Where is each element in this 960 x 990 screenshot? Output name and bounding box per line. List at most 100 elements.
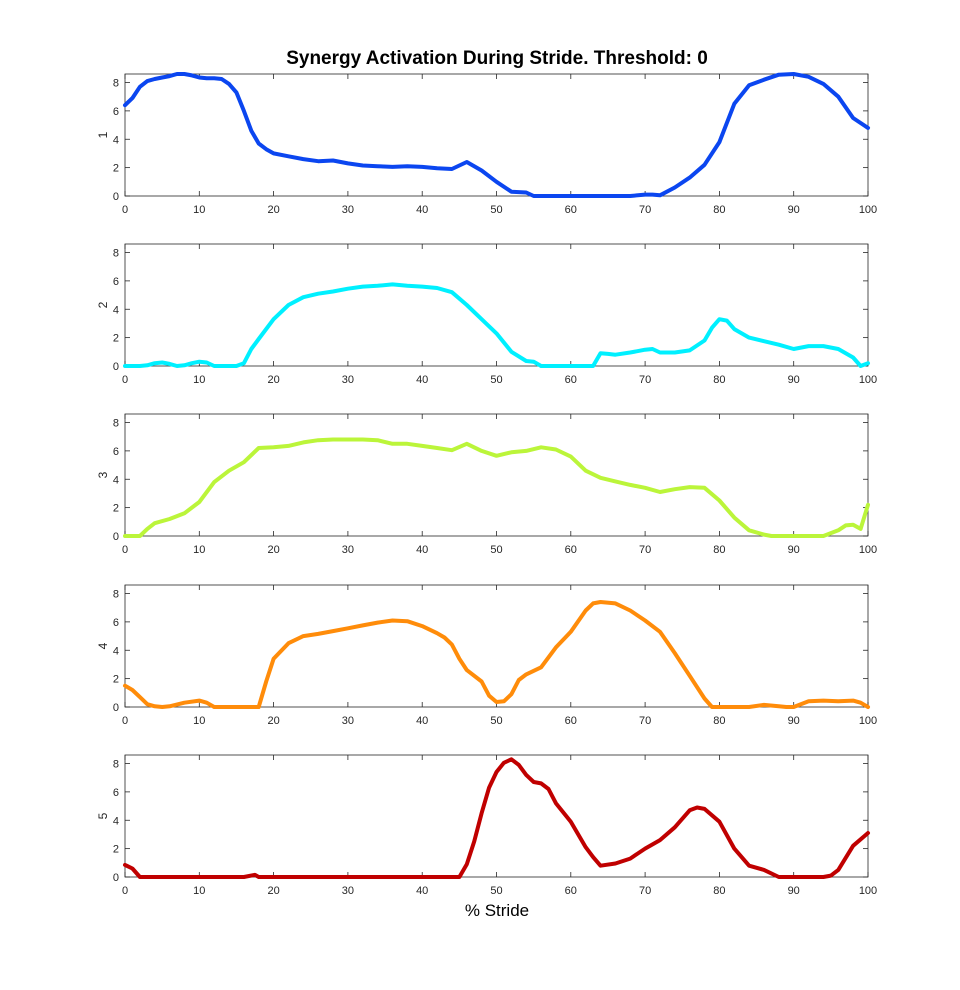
- y-tick-label: 6: [113, 446, 119, 458]
- y-tick-label: 2: [113, 674, 119, 686]
- y-tick-label: 2: [113, 333, 119, 345]
- y-axis-label: 2: [96, 301, 110, 308]
- x-tick-label: 100: [859, 374, 877, 386]
- x-tick-label: 60: [565, 885, 577, 897]
- y-tick-label: 2: [113, 163, 119, 175]
- subplot-3: 0 10 20 30 40 50 60 70 80 90 100 0 2 4 6 8 3: [96, 413, 877, 556]
- x-tick-label: 30: [342, 715, 354, 727]
- x-tick-label: 70: [639, 204, 651, 216]
- axes-box: [124, 413, 869, 537]
- x-tick-label: 50: [490, 374, 502, 386]
- x-tick-label: 80: [713, 374, 725, 386]
- x-tick-label: 90: [788, 374, 800, 386]
- y-tick-label: 8: [113, 418, 119, 430]
- x-tick-label: 50: [490, 715, 502, 727]
- series-line-3: [123, 437, 870, 538]
- x-tick-label: 10: [193, 715, 205, 727]
- x-tick-label: 20: [267, 885, 279, 897]
- y-axis-label: 1: [96, 131, 110, 138]
- x-tick-label: 20: [267, 204, 279, 216]
- x-tick-label: 10: [193, 544, 205, 556]
- y-tick-label: 0: [113, 702, 119, 714]
- x-tick-label: 30: [342, 544, 354, 556]
- x-tick-label: 80: [713, 715, 725, 727]
- y-tick-label: 4: [113, 474, 119, 486]
- x-tick-label: 40: [416, 885, 428, 897]
- x-tick-label: 20: [267, 715, 279, 727]
- y-tick-label: 0: [113, 361, 119, 373]
- x-tick-label: 30: [342, 204, 354, 216]
- y-tick-label: 8: [113, 78, 119, 90]
- x-tick-label: 100: [859, 885, 877, 897]
- y-tick-label: 0: [113, 531, 119, 543]
- x-tick-label: 90: [788, 544, 800, 556]
- x-tick-label: 10: [193, 885, 205, 897]
- y-tick-label: 4: [113, 645, 119, 657]
- x-tick-label: 0: [122, 885, 128, 897]
- x-tick-label: 100: [859, 204, 877, 216]
- x-tick-label: 50: [490, 204, 502, 216]
- x-tick-label: 60: [565, 544, 577, 556]
- y-tick-label: 8: [113, 248, 119, 260]
- x-tick-label: 40: [416, 544, 428, 556]
- x-tick-label: 90: [788, 204, 800, 216]
- y-tick-label: 0: [113, 191, 119, 203]
- x-tick-label: 0: [122, 715, 128, 727]
- x-tick-label: 30: [342, 374, 354, 386]
- x-tick-label: 40: [416, 715, 428, 727]
- x-tick-label: 70: [639, 885, 651, 897]
- x-tick-label: 10: [193, 374, 205, 386]
- x-tick-label: 30: [342, 885, 354, 897]
- x-tick-label: 20: [267, 374, 279, 386]
- y-tick-label: 4: [113, 815, 119, 827]
- y-axis-label: 4: [96, 642, 110, 649]
- x-tick-label: 90: [788, 715, 800, 727]
- axes-box: [124, 584, 869, 708]
- y-tick-label: 6: [113, 106, 119, 118]
- y-axis-label: 5: [96, 812, 110, 819]
- x-tick-label: 60: [565, 374, 577, 386]
- x-tick-label: 60: [565, 204, 577, 216]
- series-line-4: [123, 600, 870, 709]
- y-tick-label: 2: [113, 503, 119, 515]
- x-tick-label: 100: [859, 715, 877, 727]
- x-tick-label: 60: [565, 715, 577, 727]
- series-line-1: [123, 72, 870, 198]
- x-tick-label: 50: [490, 885, 502, 897]
- x-axis-label: % Stride: [465, 901, 529, 920]
- axes-box: [124, 243, 869, 367]
- x-tick-label: 10: [193, 204, 205, 216]
- y-tick-label: 4: [113, 134, 119, 146]
- x-tick-label: 0: [122, 374, 128, 386]
- x-tick-label: 80: [713, 204, 725, 216]
- y-tick-label: 8: [113, 589, 119, 601]
- subplot-4: 0 10 20 30 40 50 60 70 80 90 100 0 2 4 6 8 4: [96, 584, 877, 727]
- x-tick-label: 70: [639, 715, 651, 727]
- y-tick-label: 4: [113, 304, 119, 316]
- subplot-5: 0 10 20 30 40 50 60 70 80 90 100 0 2 4 6 8 5: [96, 754, 877, 897]
- x-tick-label: 70: [639, 544, 651, 556]
- x-tick-label: 20: [267, 544, 279, 556]
- y-tick-label: 8: [113, 759, 119, 771]
- y-tick-label: 0: [113, 872, 119, 884]
- x-tick-label: 90: [788, 885, 800, 897]
- x-tick-label: 50: [490, 544, 502, 556]
- series-line-5: [123, 757, 870, 879]
- series-line-2: [123, 282, 870, 368]
- x-tick-label: 40: [416, 374, 428, 386]
- chart-title: Synergy Activation During Stride. Thresh…: [286, 48, 708, 69]
- x-tick-label: 0: [122, 544, 128, 556]
- x-tick-label: 100: [859, 544, 877, 556]
- y-tick-label: 6: [113, 617, 119, 629]
- y-tick-label: 6: [113, 787, 119, 799]
- y-tick-label: 2: [113, 844, 119, 856]
- subplot-1: 0 10 20 30 40 50 60 70 80 90 100 0 2 4 6 8 1: [96, 72, 877, 216]
- y-axis-label: 3: [96, 471, 110, 478]
- x-tick-label: 70: [639, 374, 651, 386]
- x-tick-label: 40: [416, 204, 428, 216]
- x-tick-label: 0: [122, 204, 128, 216]
